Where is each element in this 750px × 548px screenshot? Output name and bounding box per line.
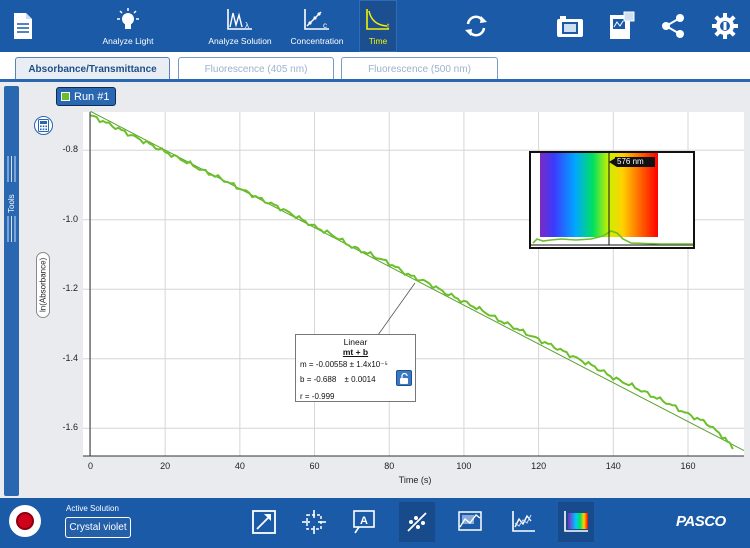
scale-to-fit-button[interactable]	[246, 502, 282, 542]
x-tick-label: 80	[384, 461, 395, 471]
record-icon	[16, 512, 34, 530]
tab-absorbance-transmittance[interactable]: Absorbance/Transmittance	[15, 57, 170, 80]
y-tick-label: -0.8	[62, 144, 78, 155]
journal-icon	[610, 11, 635, 39]
x-tick-label: 160	[680, 461, 696, 471]
x-tick-label: 40	[234, 461, 245, 471]
spectrum-inset-icon	[564, 511, 588, 532]
graph-options-button[interactable]	[505, 502, 541, 542]
annotation-icon: A	[353, 510, 375, 534]
tab-underline	[0, 79, 750, 82]
active-solution-label: Active Solution	[66, 504, 119, 513]
tab-label: Fluorescence (500 nm)	[368, 63, 471, 75]
svg-text:λ: λ	[245, 21, 249, 30]
calculator-button[interactable]	[34, 116, 53, 135]
time-graph-icon: t	[366, 8, 390, 31]
fit-lock-button[interactable]	[396, 370, 412, 386]
grip-icon	[7, 216, 16, 242]
gear-icon	[712, 13, 738, 39]
solution-name: Crystal violet	[69, 522, 127, 533]
tab-label: Absorbance/Transmittance	[28, 63, 157, 75]
document-icon	[14, 13, 32, 39]
concentration-graph-icon: c	[304, 8, 329, 30]
fit-m-value: = -0.00558	[308, 360, 348, 369]
y-tick-label: -1.4	[62, 352, 78, 363]
spectrum-inset-toggle-button[interactable]	[558, 502, 594, 542]
x-tick-label: 100	[456, 461, 472, 471]
annotation-button[interactable]: A	[346, 502, 382, 542]
x-tick-label: 0	[87, 461, 93, 471]
settings-button[interactable]	[708, 0, 742, 52]
fit-title: Linear	[343, 337, 368, 347]
document-button[interactable]	[6, 0, 40, 52]
x-tick-label: 140	[605, 461, 621, 471]
analyze-light-label: Analyze Light	[102, 35, 154, 46]
top-toolbar: Analyze Light λ Analyze Solution c Conce…	[0, 0, 750, 52]
share-button[interactable]	[656, 0, 690, 52]
fit-m-label: m	[300, 360, 307, 369]
linear-fit-box[interactable]: Linear mt + b m = -0.00558 ± 1.4x10⁻⁵ b …	[295, 334, 416, 402]
fit-b-row: b = -0.688 ± 0.0014	[300, 375, 376, 384]
tab-row: Absorbance/Transmittance Fluorescence (4…	[0, 52, 750, 80]
x-axis-label[interactable]: Time (s)	[398, 475, 432, 485]
calculator-icon	[38, 119, 49, 132]
tab-fluorescence-405[interactable]: Fluorescence (405 nm)	[178, 57, 334, 80]
x-tick-label: 120	[531, 461, 547, 471]
camera-icon	[557, 16, 583, 37]
fit-r-value: r = -0.999	[300, 392, 335, 401]
line-graph-icon	[512, 511, 535, 532]
selection-graph-icon	[458, 511, 482, 531]
crosshair-icon	[302, 510, 326, 534]
y-axis-label[interactable]: ln(Absorbance)	[36, 252, 50, 318]
fit-m-row: m = -0.00558 ± 1.4x10⁻⁵	[300, 360, 388, 369]
svg-text:A: A	[360, 515, 368, 527]
fit-b-value: = -0.688	[306, 375, 337, 384]
concentration-label: Concentration	[290, 35, 344, 46]
sync-icon	[465, 15, 487, 37]
fit-equation: mt + b	[342, 347, 369, 357]
run-selector[interactable]: Run #1	[56, 87, 117, 106]
spectrum-graphic	[531, 153, 693, 247]
x-tick-label: 20	[160, 461, 171, 471]
solution-selector[interactable]: Crystal violet	[65, 517, 131, 538]
curve-fit-button[interactable]	[399, 502, 435, 542]
data-selection-button[interactable]	[452, 502, 488, 542]
wavelength-readout: 576 nm	[615, 157, 646, 166]
time-label: Time	[368, 35, 388, 46]
share-icon	[662, 14, 684, 38]
analyze-solution-label: Analyze Solution	[208, 35, 272, 46]
run-label: Run #1	[74, 90, 110, 103]
analyze-light-button[interactable]: Analyze Light	[98, 0, 158, 52]
camera-button[interactable]	[553, 0, 587, 52]
scale-to-fit-icon	[252, 510, 276, 534]
svg-text:c: c	[323, 21, 327, 30]
tab-label: Fluorescence (405 nm)	[204, 63, 308, 75]
tools-drawer-handle[interactable]: Tools	[4, 86, 19, 496]
fit-b-error: ± 0.0014	[344, 375, 376, 384]
fit-m-error: ± 1.4x10⁻⁵	[349, 360, 388, 369]
analyze-solution-button[interactable]: λ Analyze Solution	[206, 0, 274, 52]
sync-button[interactable]	[458, 0, 494, 52]
y-tick-label: -1.0	[62, 213, 78, 224]
y-tick-label: -1.2	[62, 283, 78, 294]
spectrum-inset[interactable]: 576 nm	[529, 151, 695, 249]
fit-b-label: b	[300, 375, 305, 384]
spectrum-graph-icon: λ	[227, 8, 252, 30]
unlock-icon	[400, 372, 408, 384]
record-button[interactable]	[9, 505, 41, 537]
journal-button[interactable]	[605, 0, 639, 52]
run-color-swatch	[61, 92, 70, 101]
x-tick-label: 60	[309, 461, 320, 471]
pasco-logo: PASCO	[676, 513, 726, 530]
concentration-button[interactable]: c Concentration	[288, 0, 346, 52]
tab-fluorescence-500[interactable]: Fluorescence (500 nm)	[341, 57, 498, 80]
curve-fit-icon	[407, 512, 427, 532]
svg-text:t: t	[387, 22, 390, 31]
grip-icon	[7, 156, 16, 182]
coordinates-tool-button[interactable]	[296, 502, 332, 542]
y-tick-label: -1.6	[62, 422, 78, 433]
time-button[interactable]: t Time	[359, 0, 397, 52]
lightbulb-icon	[117, 7, 139, 29]
